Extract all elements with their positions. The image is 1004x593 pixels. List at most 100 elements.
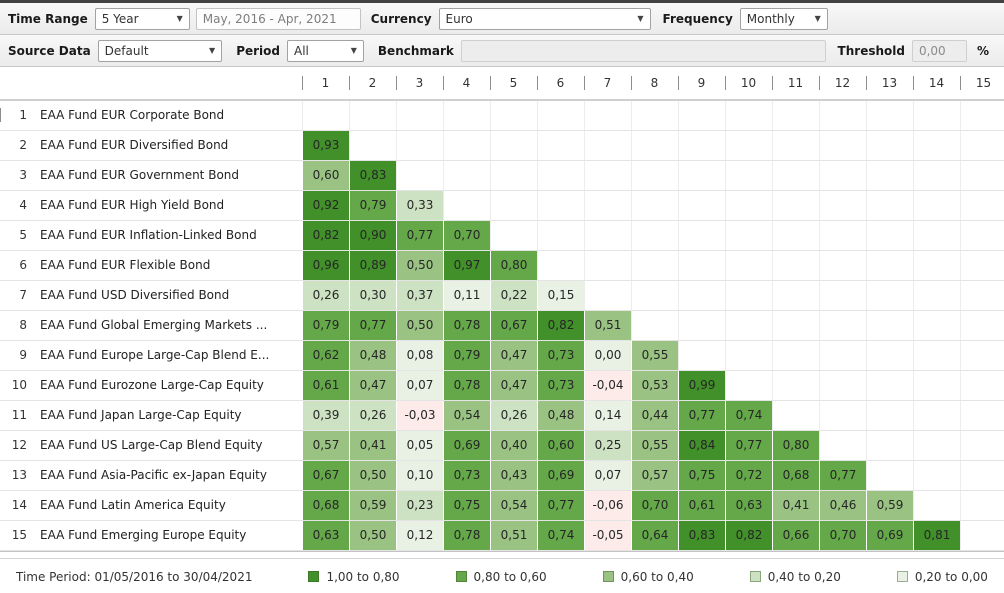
matrix-cell: [866, 101, 913, 130]
column-header: 13: [866, 67, 913, 99]
date-range-input[interactable]: [195, 7, 361, 30]
matrix-cell: 0,73: [537, 341, 584, 370]
matrix-cell: [913, 101, 960, 130]
legend-item: 0,80 to 0,60: [455, 570, 547, 584]
row-number: 2: [19, 138, 27, 152]
threshold-input[interactable]: [911, 39, 967, 62]
matrix-cell: [913, 311, 960, 340]
period-select[interactable]: All ▼: [287, 39, 364, 62]
matrix-cell: 0,83: [349, 161, 396, 190]
legend-item: 0,20 to 0,00: [896, 569, 988, 584]
matrix-cell: 0,26: [490, 401, 537, 430]
matrix-cell: [349, 131, 396, 160]
benchmark-input[interactable]: [460, 39, 826, 62]
table-row: 3 EAA Fund EUR Government Bond 0,60 0,83: [0, 161, 1004, 191]
matrix-cell: [725, 191, 772, 220]
matrix-cell: [584, 101, 631, 130]
fund-name: EAA Fund Asia-Pacific ex-Japan Equity: [40, 468, 267, 482]
matrix-cell: [631, 251, 678, 280]
matrix-cell: [302, 101, 349, 130]
matrix-cell: [913, 341, 960, 370]
matrix-cell: 0,69: [537, 461, 584, 490]
matrix-cell: 0,66: [772, 521, 819, 550]
frequency-select[interactable]: Monthly ▼: [739, 7, 828, 30]
column-header: 3: [396, 67, 443, 99]
matrix-cell: 0,14: [584, 401, 631, 430]
matrix-cell: 0,77: [678, 401, 725, 430]
matrix-cell: 0,89: [349, 251, 396, 280]
matrix-cell: 0,51: [490, 521, 537, 550]
matrix-cell: [819, 161, 866, 190]
matrix-cell: [396, 101, 443, 130]
matrix-cell: [960, 191, 1004, 220]
matrix-cell: 0,61: [302, 371, 349, 400]
matrix-cell: 0,77: [725, 431, 772, 460]
matrix-cell: [960, 431, 1004, 460]
matrix-cell: [584, 131, 631, 160]
matrix-cell: [960, 461, 1004, 490]
column-header: 11: [772, 67, 819, 99]
matrix-cell: [913, 251, 960, 280]
matrix-cell: 0,67: [490, 311, 537, 340]
matrix-cell: 0,08: [396, 341, 443, 370]
legend-item: 1,00 to 0,80: [308, 569, 400, 584]
matrix-cell: [490, 101, 537, 130]
threshold-label: Threshold: [837, 43, 905, 58]
time-period-text: Time Period: 01/05/2016 to 30/04/2021: [16, 569, 253, 584]
matrix-cell: [725, 221, 772, 250]
matrix-cell: 0,25: [584, 431, 631, 460]
matrix-cell: 0,10: [396, 461, 443, 490]
matrix-cell: [960, 491, 1004, 520]
matrix-cell: 0,69: [866, 521, 913, 550]
matrix-cell: [631, 221, 678, 250]
matrix-cell: -0,03: [396, 401, 443, 430]
matrix-cell: [772, 311, 819, 340]
matrix-cell: 0,30: [349, 281, 396, 310]
row-number: 15: [11, 528, 27, 542]
legend-label: 0,20 to 0,00: [914, 569, 988, 584]
matrix-cell: 0,63: [725, 491, 772, 520]
frequency-label: Frequency: [662, 11, 733, 26]
row-number: 10: [11, 378, 27, 392]
table-row: 4 EAA Fund EUR High Yield Bond 0,92 0,79 0,3…: [0, 191, 1004, 221]
matrix-cell: [960, 221, 1004, 250]
matrix-cell: 0,22: [490, 281, 537, 310]
table-row: 15 EAA Fund Emerging Europe Equity 0,63 0,5…: [0, 521, 1004, 551]
matrix-cell: 0,70: [631, 491, 678, 520]
matrix-cell: [631, 311, 678, 340]
row-number: 7: [19, 288, 27, 302]
matrix-cell: 0,72: [725, 461, 772, 490]
table-row: 9 EAA Fund Europe Large-Cap Blend E... 0,6…: [0, 341, 1004, 371]
matrix-cell: 0,79: [443, 341, 490, 370]
fund-name: EAA Fund US Large-Cap Blend Equity: [40, 438, 263, 452]
matrix-cell: [866, 371, 913, 400]
matrix-cell: 0,90: [349, 221, 396, 250]
column-header: 8: [631, 67, 678, 99]
row-number: 13: [11, 468, 27, 482]
matrix-cell: [819, 221, 866, 250]
matrix-header-row: 1 2 3 4 5 6 7 8 9 10 11 12 13 14 15: [0, 67, 1004, 101]
matrix-cell: [678, 131, 725, 160]
matrix-cell: 0,37: [396, 281, 443, 310]
matrix-cell: [819, 401, 866, 430]
matrix-cell: 0,05: [396, 431, 443, 460]
fund-name: EAA Fund EUR Corporate Bond: [40, 108, 225, 122]
matrix-cell: [913, 461, 960, 490]
matrix-cell: 0,62: [302, 341, 349, 370]
matrix-cell: [772, 251, 819, 280]
matrix-cell: 0,48: [349, 341, 396, 370]
matrix-cell: 0,69: [443, 431, 490, 460]
time-range-select[interactable]: 5 Year ▼: [94, 7, 190, 30]
matrix-cell: [443, 191, 490, 220]
source-data-select[interactable]: Default ▼: [97, 39, 223, 62]
table-row: 8 EAA Fund Global Emerging Markets ... 0,7…: [0, 311, 1004, 341]
matrix-cell: [819, 341, 866, 370]
legend-label: 1,00 to 0,80: [326, 569, 400, 584]
matrix-cell: [443, 161, 490, 190]
row-number: 6: [19, 258, 27, 272]
matrix-cell: 0,96: [302, 251, 349, 280]
currency-select[interactable]: Euro ▼: [438, 7, 651, 30]
matrix-cell: [631, 131, 678, 160]
matrix-cell: 0,77: [349, 311, 396, 340]
matrix-cell: [725, 341, 772, 370]
